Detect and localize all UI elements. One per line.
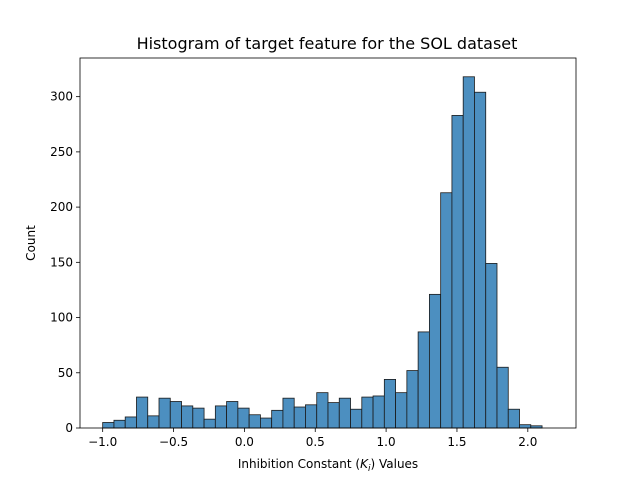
y-axis-label: Count xyxy=(24,225,38,261)
histogram-bar xyxy=(485,263,498,429)
x-tick-label: −0.5 xyxy=(159,435,188,449)
x-axis-label-subscript: i xyxy=(368,464,371,474)
chart-title: Histogram of target feature for the SOL … xyxy=(137,34,518,53)
x-tick-label: 0.5 xyxy=(306,435,325,449)
y-axis-ticks: 0 50 100 150 200 250 300 xyxy=(50,90,80,435)
histogram-bar xyxy=(451,115,464,429)
histogram-bar xyxy=(417,331,430,429)
x-tick-label: 1.0 xyxy=(377,435,396,449)
x-axis-label-symbol: K xyxy=(360,457,369,471)
histogram-bar xyxy=(203,418,216,429)
histogram-bar xyxy=(260,417,273,429)
histogram-bar xyxy=(192,407,205,429)
histogram-bar xyxy=(338,397,351,429)
x-axis-ticks: −1.0 −0.5 0.0 0.5 1.0 1.5 2.0 xyxy=(88,428,537,449)
x-tick-label: 2.0 xyxy=(518,435,537,449)
histogram-bar xyxy=(474,91,487,429)
histogram-bar xyxy=(372,395,385,429)
bars-group xyxy=(102,76,543,429)
histogram-bar xyxy=(169,401,182,429)
histogram-bar xyxy=(158,397,171,429)
histogram-bar xyxy=(305,404,318,429)
histogram-bar xyxy=(440,192,453,429)
histogram-bar xyxy=(361,396,374,429)
histogram-bar xyxy=(181,405,194,429)
histogram-bar xyxy=(316,392,329,429)
histogram-bar xyxy=(282,397,295,429)
histogram-bar xyxy=(293,406,306,429)
histogram-bar xyxy=(507,408,520,429)
histogram-bar xyxy=(147,415,160,429)
histogram-bar xyxy=(496,366,509,429)
y-tick-label: 250 xyxy=(50,145,73,159)
histogram-bar xyxy=(124,416,137,429)
histogram-bar xyxy=(327,402,340,429)
histogram-bar xyxy=(237,407,250,429)
histogram-bar xyxy=(214,405,228,429)
x-axis-label: Inhibition Constant (Ki) Values xyxy=(238,457,418,474)
histogram-bar xyxy=(462,76,475,429)
histogram-bar xyxy=(406,370,419,429)
histogram-bar xyxy=(113,419,126,429)
y-tick-label: 0 xyxy=(65,421,73,435)
x-axis-label-prefix: Inhibition Constant ( xyxy=(238,457,360,471)
histogram-bar xyxy=(395,392,408,429)
x-tick-label: 1.5 xyxy=(447,435,466,449)
histogram-bar xyxy=(519,424,532,429)
y-tick-label: 100 xyxy=(50,311,73,325)
plot-frame xyxy=(79,57,577,429)
histogram-bar xyxy=(383,379,396,429)
histogram-bar xyxy=(226,401,239,429)
x-axis-label-suffix: ) Values xyxy=(370,457,418,471)
histogram-bar xyxy=(102,422,115,429)
x-tick-label: 0.0 xyxy=(235,435,254,449)
histogram-bar xyxy=(136,396,149,429)
histogram-bar xyxy=(350,408,363,429)
x-tick-label: −1.0 xyxy=(88,435,117,449)
histogram-bar xyxy=(271,409,284,429)
y-tick-label: 150 xyxy=(50,255,73,269)
histogram-bar xyxy=(428,293,442,429)
histogram-bar xyxy=(248,414,261,429)
y-tick-label: 200 xyxy=(50,200,73,214)
y-tick-label: 300 xyxy=(50,90,73,104)
y-tick-label: 50 xyxy=(58,366,73,380)
